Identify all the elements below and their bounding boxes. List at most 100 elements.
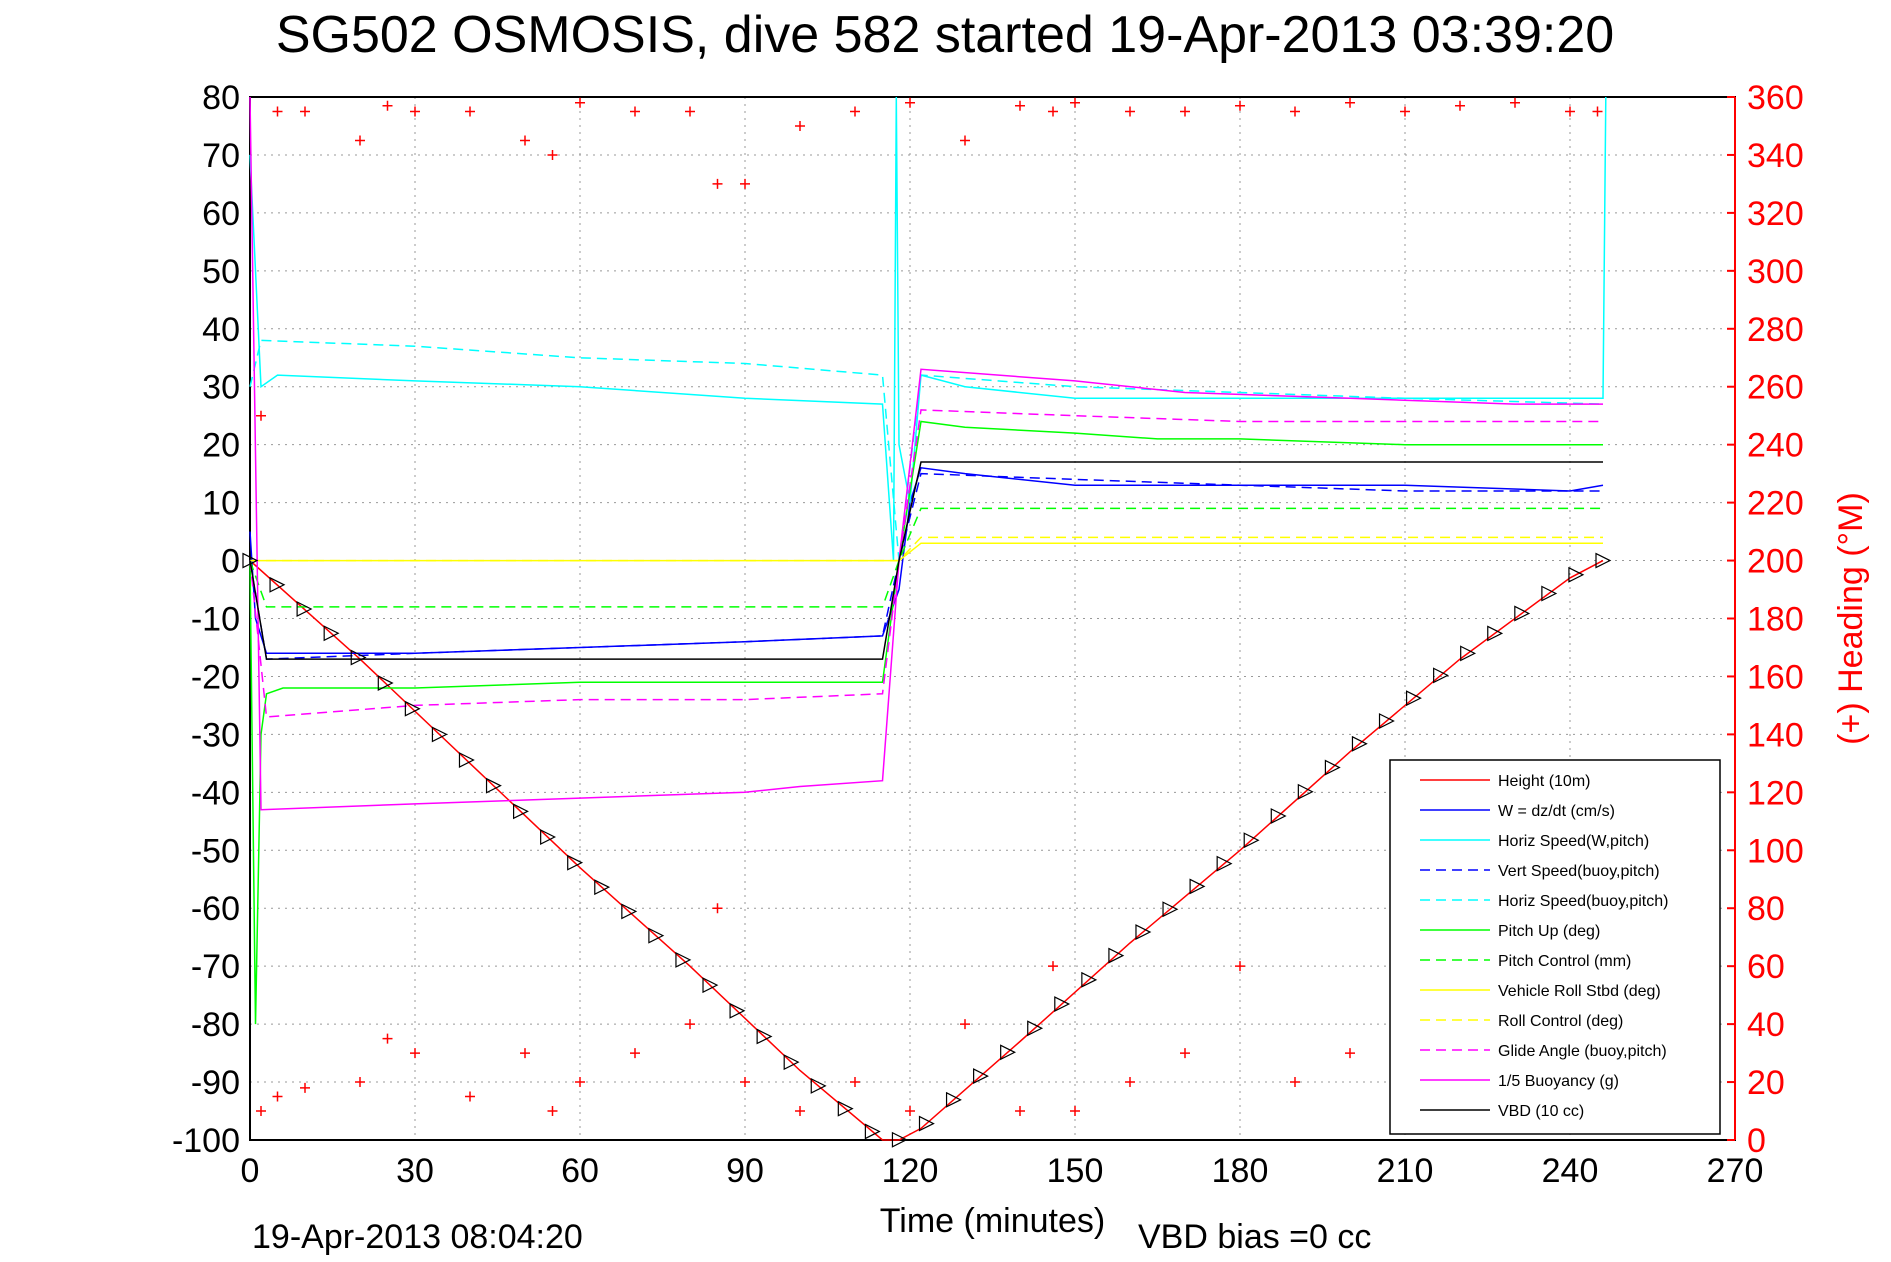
y-tick-label: -30 (191, 716, 240, 754)
height-marker (485, 777, 502, 794)
heading-point (960, 135, 970, 146)
heading-point (1125, 106, 1135, 117)
height-marker (350, 649, 367, 666)
heading-point (465, 106, 475, 117)
height-marker (1324, 759, 1341, 776)
legend-entry: Horiz Speed(buoy,pitch) (1498, 893, 1668, 910)
heading-point (905, 1106, 915, 1117)
heading-point (1455, 100, 1465, 111)
y2-tick-label: 100 (1747, 832, 1804, 870)
series-roll-control-deg (250, 536, 1603, 562)
x-tick-label: 270 (1707, 1152, 1764, 1190)
y-tick-label: -80 (191, 1006, 240, 1044)
heading-point (630, 1048, 640, 1059)
series-glide-angle-buoy-pitch (249, 409, 1603, 718)
legend-entry: Horiz Speed(W,pitch) (1498, 833, 1649, 850)
y2-tick-label: 140 (1747, 716, 1804, 754)
heading-point (382, 100, 393, 111)
height-marker (621, 903, 638, 920)
y2-tick-label: 300 (1747, 253, 1804, 291)
legend-entry: W = dz/dt (cm/s) (1498, 803, 1615, 820)
heading-point (685, 106, 695, 117)
height-marker (269, 576, 286, 593)
heading-point (1235, 961, 1245, 972)
y2-tick-label: 0 (1747, 1122, 1766, 1160)
heading-point (1510, 97, 1520, 108)
height-marker (513, 803, 529, 820)
y-tick-label: 40 (202, 311, 240, 349)
y-tick-label: -50 (191, 832, 240, 870)
heading-point (1565, 106, 1575, 117)
height-marker (1297, 783, 1314, 800)
heading-point (850, 106, 860, 117)
height-marker (540, 829, 557, 845)
height-marker (1081, 971, 1098, 988)
height-marker (404, 700, 421, 717)
legend-entry: Roll Control (deg) (1498, 1013, 1623, 1030)
height-marker (1135, 924, 1152, 941)
height-marker (675, 951, 692, 968)
heading-point (272, 1091, 283, 1102)
height-marker (1216, 855, 1233, 872)
legend: Height (10m) W = dz/dt (cm/s) Horiz Speed(… (1389, 759, 1721, 1135)
x-tick-label: 0 (241, 1152, 260, 1190)
height-marker (756, 1028, 773, 1045)
y2-tick-label: 40 (1747, 1006, 1785, 1044)
legend-entry: Height (10m) (1498, 773, 1590, 790)
x-tick-label: 150 (1047, 1152, 1104, 1190)
y-tick-label: -10 (191, 601, 240, 639)
heading-point (1235, 100, 1245, 111)
series-pitch-control-mm (249, 507, 1603, 608)
chart-title: SG502 OSMOSIS, dive 582 started 19-Apr-2… (276, 6, 1614, 64)
heading-point (256, 1106, 266, 1117)
heading-point (256, 410, 266, 421)
heading-point (1015, 1106, 1025, 1117)
x-tick-label: 30 (396, 1152, 434, 1190)
y2-tick-label: 360 (1747, 79, 1804, 117)
vbd-bias-text: VBD bias =0 cc (1138, 1218, 1371, 1256)
height-marker (891, 1131, 908, 1148)
height-marker (864, 1123, 881, 1140)
legend-entry: 1/5 Buoyancy (g) (1498, 1073, 1619, 1090)
y-tick-label: 10 (202, 485, 240, 523)
heading-point (712, 903, 723, 914)
heading-point (382, 1033, 393, 1044)
height-marker (1378, 713, 1395, 729)
heading-point (272, 106, 283, 117)
x-tick-label: 90 (726, 1152, 764, 1190)
height-marker (1405, 690, 1422, 707)
y-tick-label: 30 (202, 369, 240, 407)
y-tick-label: 50 (202, 253, 240, 291)
heading-point (740, 178, 750, 189)
height-marker (1487, 625, 1504, 642)
heading-point (1345, 1048, 1355, 1059)
height-marker (1000, 1044, 1017, 1061)
heading-point (1125, 1077, 1135, 1088)
height-marker (837, 1100, 854, 1117)
y-tick-label: 60 (202, 195, 240, 233)
y-tick-label: -60 (191, 890, 240, 928)
right-axis-label: (+) Heading (°M) (1832, 492, 1870, 745)
height-marker (1351, 735, 1368, 752)
heading-point (547, 1106, 558, 1117)
y2-tick-label: 200 (1747, 543, 1804, 581)
heading-point (410, 106, 420, 117)
height-marker (1595, 552, 1612, 569)
height-marker (567, 854, 584, 871)
series-1-5-buoyancy-g (249, 96, 1603, 811)
height-marker (783, 1054, 800, 1071)
heading-point (1290, 106, 1300, 117)
height-marker (1460, 645, 1477, 662)
legend-entry: Pitch Control (mm) (1498, 953, 1631, 970)
x-tick-label: 180 (1212, 1152, 1269, 1190)
heading-point (520, 1048, 530, 1059)
heading-point (795, 120, 805, 131)
height-marker (594, 879, 611, 896)
height-marker (973, 1068, 989, 1085)
y2-tick-label: 120 (1747, 774, 1804, 812)
series-w-dz-dt-cm-s (249, 466, 1604, 655)
heading-point (300, 106, 310, 117)
height-markers (242, 552, 1612, 1148)
heading-point (712, 178, 723, 189)
x-tick-label: 60 (561, 1152, 599, 1190)
